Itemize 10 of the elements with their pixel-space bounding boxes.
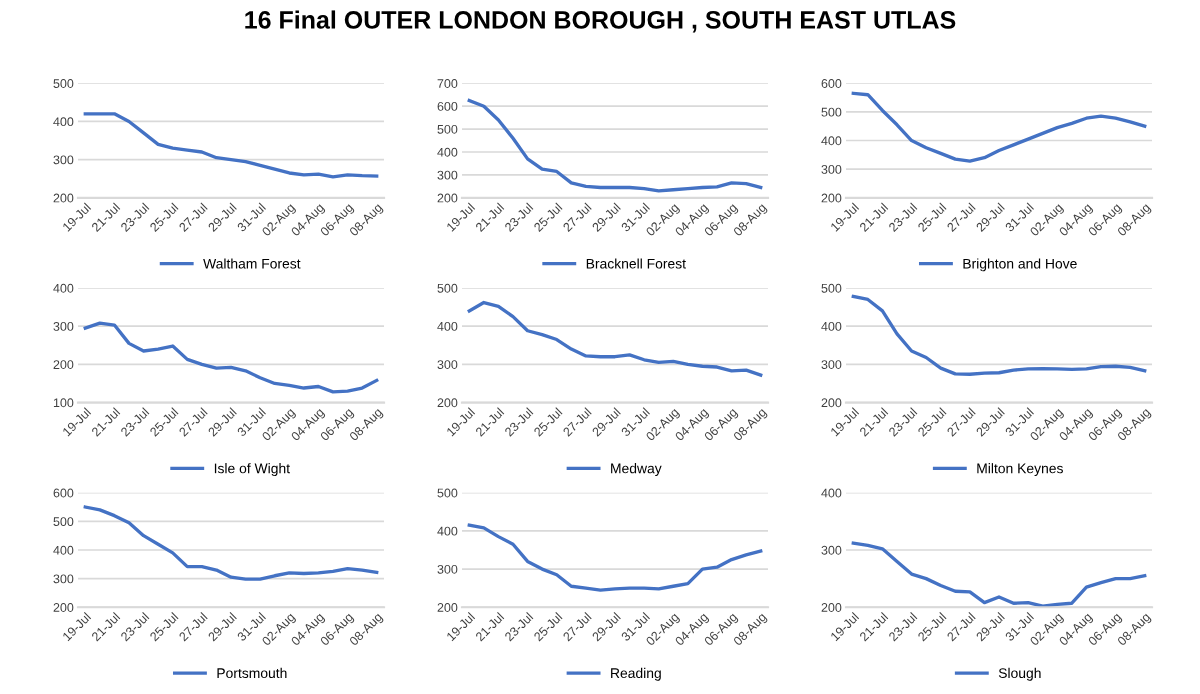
line-series: [467, 300, 763, 377]
line-series: [467, 523, 763, 592]
line-series: [851, 91, 1147, 163]
line-series: [467, 98, 763, 193]
line-series: [83, 321, 379, 394]
line-series: [83, 112, 379, 179]
text: 16 Final OUTER LONDON BOROUGH , SOUTH EAST UTLAS: [245, 10, 956, 33]
line-series: [851, 294, 1147, 376]
line-series: [83, 505, 379, 581]
line-series: [851, 541, 1147, 608]
